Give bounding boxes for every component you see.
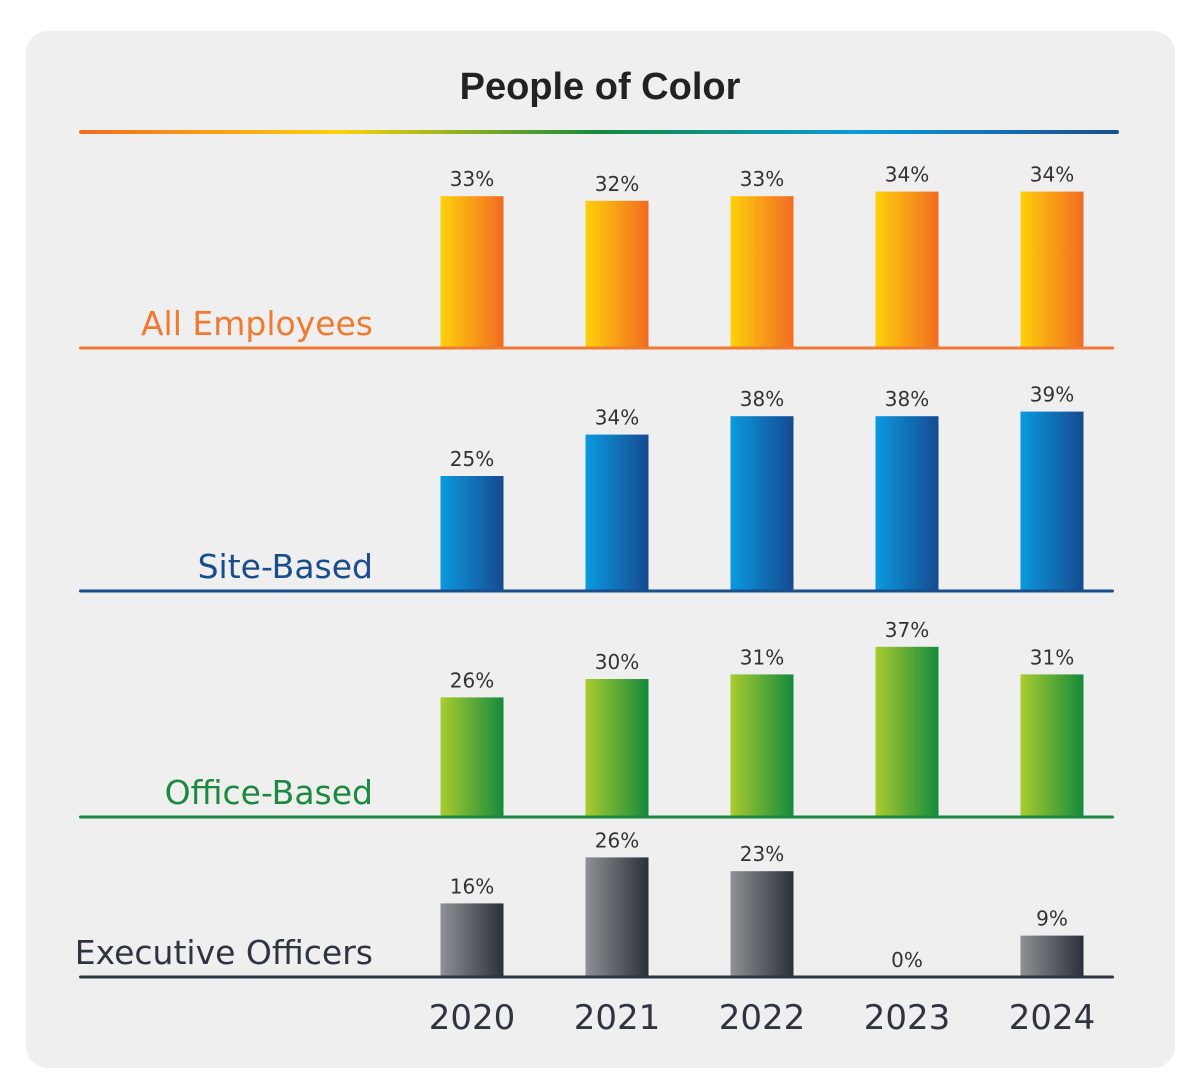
panel-baseline: [79, 589, 1114, 593]
bar-value-label: 38%: [740, 387, 784, 411]
bar: [875, 191, 939, 348]
bar: [440, 697, 504, 817]
bar: [1020, 935, 1084, 977]
bar: [585, 857, 649, 977]
panel-label: Office-Based: [165, 773, 373, 812]
bar: [585, 434, 649, 591]
bar-value-label: 31%: [740, 645, 784, 669]
x-axis-year-labels: 2020 2021 2022 2023 2024: [429, 998, 1096, 1038]
bar: [585, 200, 649, 348]
bar-value-label: 23%: [740, 842, 784, 866]
panel-baseline: [79, 346, 1114, 350]
title-divider-line: [79, 130, 1119, 134]
bar-value-label: 31%: [1030, 645, 1074, 669]
panel-all-employees: All Employees 33% 32% 33% 34% 34%: [79, 163, 1114, 350]
bar: [730, 416, 794, 591]
chart-title: People of Color: [460, 66, 741, 108]
bar-value-label: 9%: [1036, 907, 1068, 931]
bar-value-label: 33%: [740, 167, 784, 191]
bar: [585, 679, 649, 817]
panel-label: All Employees: [141, 304, 373, 343]
bar-value-label: 0%: [891, 948, 923, 972]
bar: [440, 903, 504, 977]
chart-panels: All Employees 33% 32% 33% 34% 34% Site-Based 25…: [75, 163, 1114, 979]
bar-value-label: 39%: [1030, 383, 1074, 407]
x-tick-label: 2020: [429, 998, 516, 1038]
bar: [730, 196, 794, 348]
bar: [440, 196, 504, 348]
panel-baseline: [79, 815, 1114, 819]
x-tick-label: 2022: [719, 998, 806, 1038]
bar: [730, 871, 794, 977]
bar: [875, 646, 939, 817]
bar-value-label: 34%: [595, 406, 639, 430]
bar-value-label: 25%: [450, 447, 494, 471]
panel-office-based: Office-Based 26% 30% 31% 37% 31%: [79, 618, 1114, 819]
x-tick-label: 2024: [1009, 998, 1096, 1038]
bar: [1020, 411, 1084, 591]
bar-value-label: 38%: [885, 387, 929, 411]
bar-value-label: 26%: [595, 828, 639, 852]
bar-value-label: 16%: [450, 874, 494, 898]
panel-baseline: [79, 975, 1114, 979]
bar: [440, 476, 504, 591]
x-tick-label: 2023: [864, 998, 951, 1038]
bar-value-label: 33%: [450, 167, 494, 191]
panel-site-based: Site-Based 25% 34% 38% 38% 39%: [79, 383, 1114, 593]
bar: [1020, 191, 1084, 348]
bar: [730, 674, 794, 817]
bar-value-label: 34%: [1030, 163, 1074, 187]
panel-executive-officers: Executive Officers 16% 26% 23% 0% 9%: [75, 828, 1114, 979]
bar-value-label: 32%: [595, 172, 639, 196]
bar: [875, 416, 939, 591]
x-tick-label: 2021: [574, 998, 661, 1038]
panel-label: Site-Based: [198, 547, 373, 586]
bar-value-label: 34%: [885, 163, 929, 187]
bar: [1020, 674, 1084, 817]
bar-value-label: 26%: [450, 668, 494, 692]
bar-value-label: 30%: [595, 650, 639, 674]
panel-label: Executive Officers: [75, 933, 373, 972]
bar-value-label: 37%: [885, 618, 929, 642]
